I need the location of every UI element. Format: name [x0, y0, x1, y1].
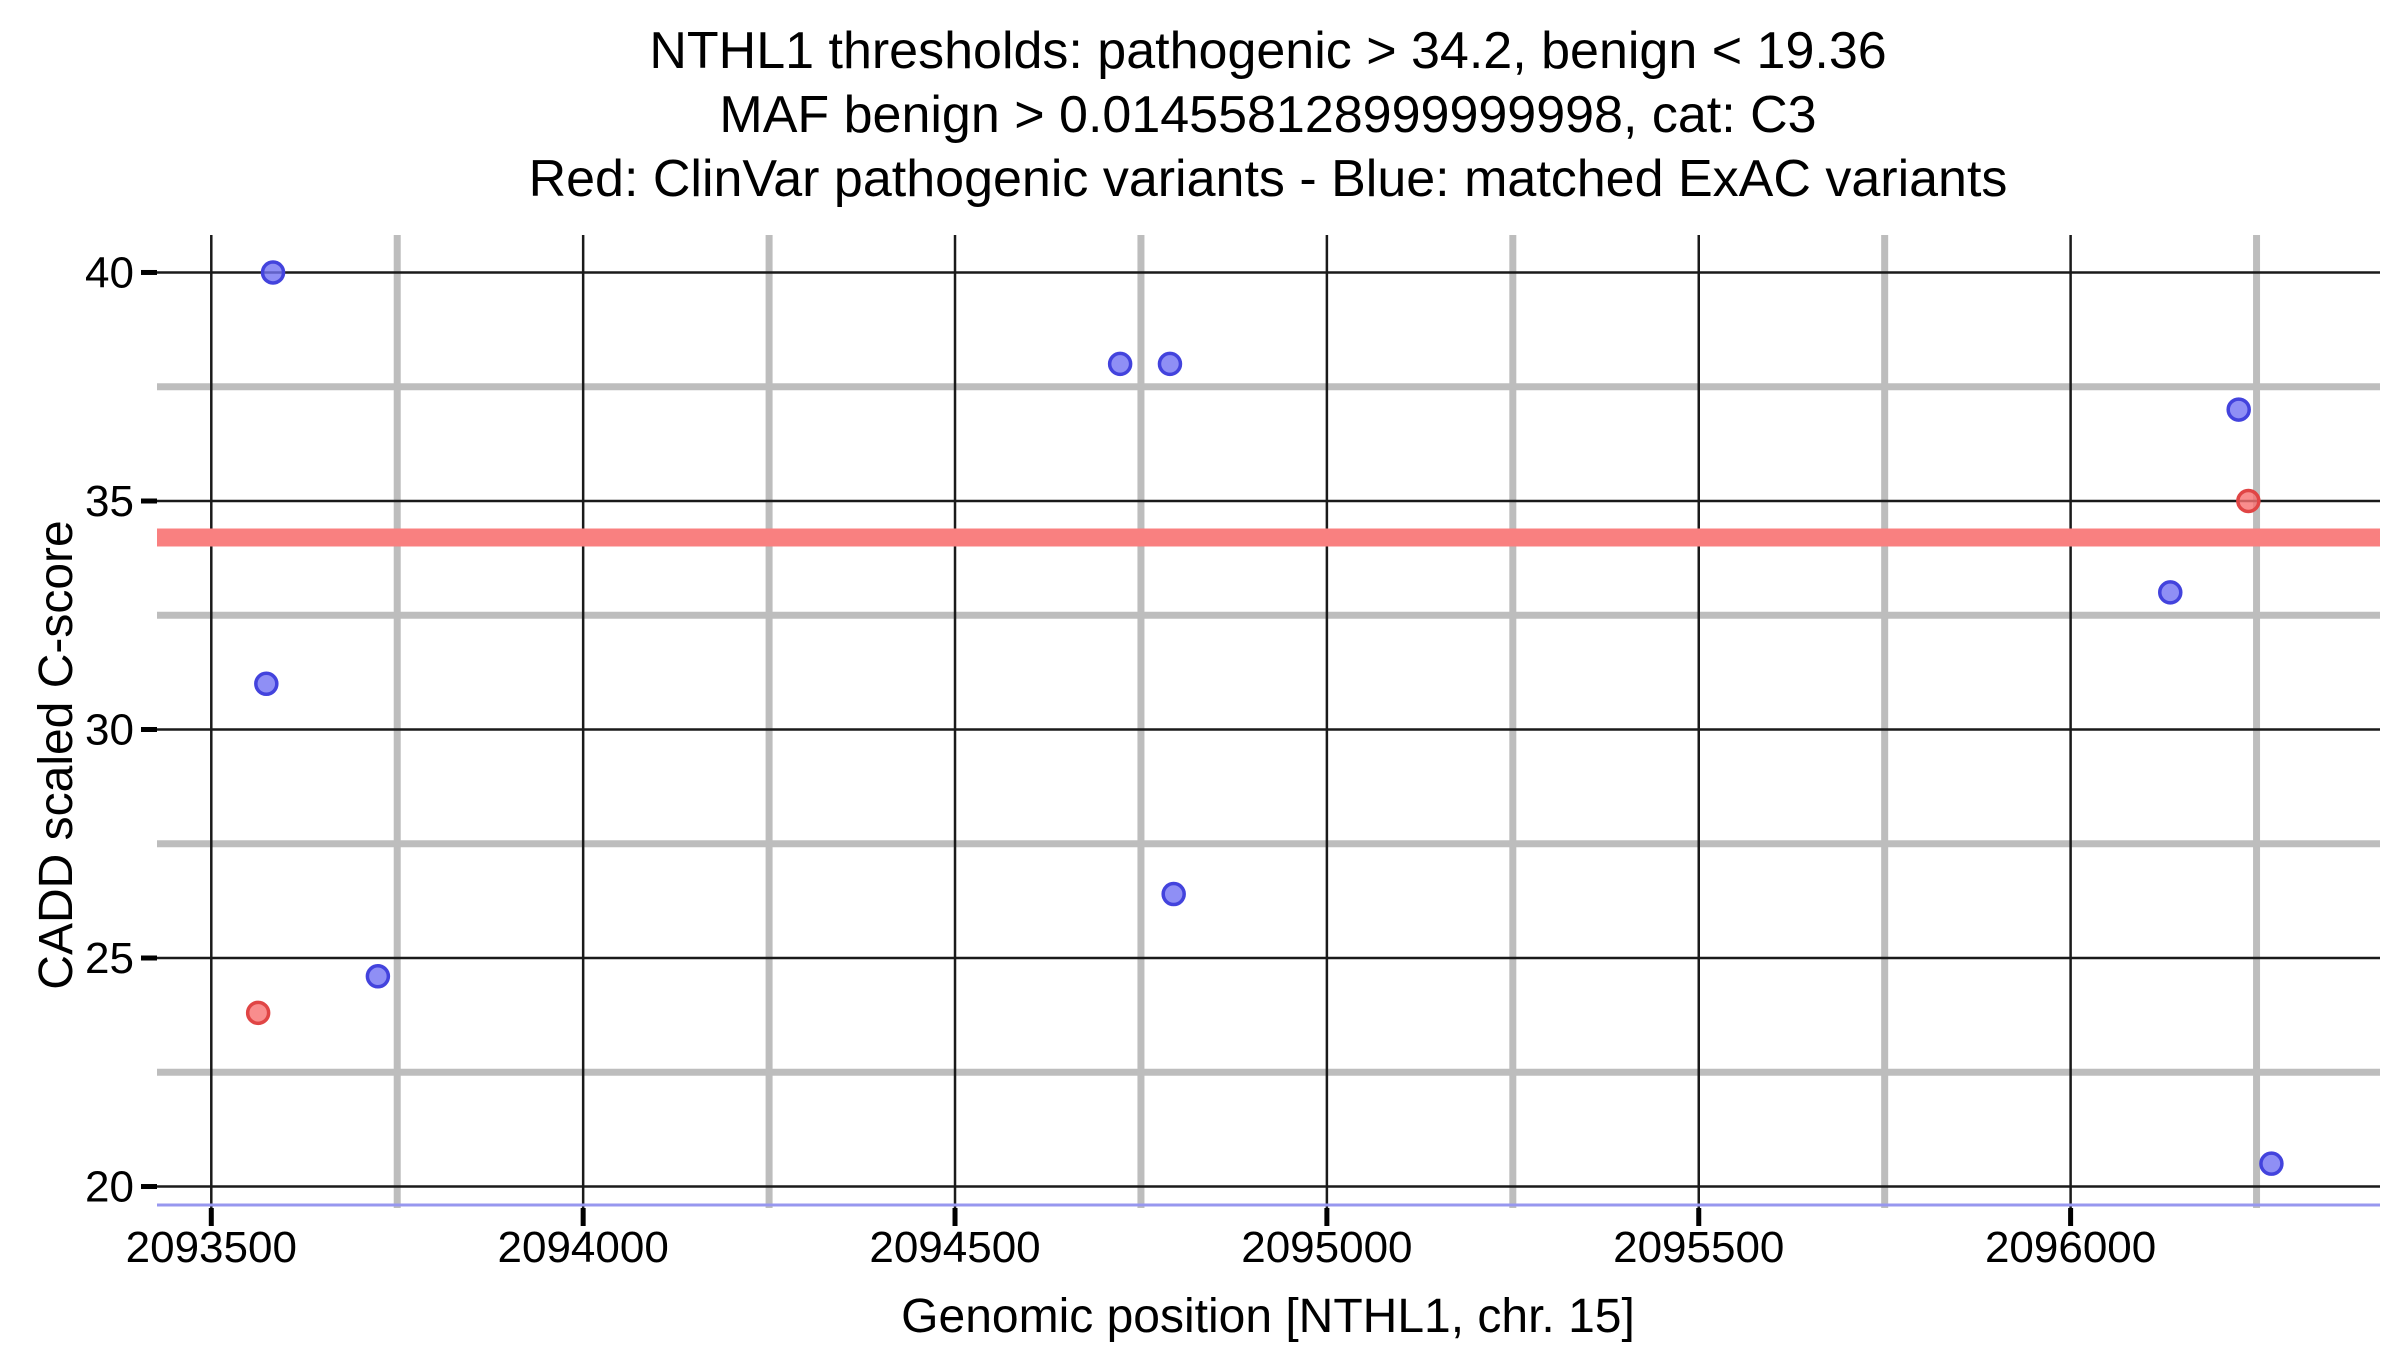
chart-title-line-2: MAF benign > 0.014558128999999998, cat: … [719, 86, 1816, 144]
data-point-exac-matched [254, 671, 279, 697]
data-point-clinvar-pathogenic [2236, 488, 2261, 514]
major-gridlines [157, 235, 2380, 1208]
x-axis-tick-label: 2094500 [869, 1223, 1040, 1272]
data-point-exac-matched [260, 260, 286, 285]
data-point-exac-matched [1161, 881, 1186, 907]
data-point-exac-matched [2226, 397, 2251, 422]
y-axis-tick-label: 35 [85, 477, 134, 526]
chart-title-line-3: Red: ClinVar pathogenic variants - Blue:… [529, 150, 2008, 208]
y-axis-title: CADD scaled C-score [30, 520, 83, 989]
threshold-lines [157, 528, 2380, 1207]
data-point-exac-matched [1157, 351, 1183, 377]
x-axis-tick-label: 2095000 [1241, 1223, 1412, 1272]
scatter-points [245, 260, 2284, 1176]
x-axis-tick-label: 2094000 [498, 1223, 669, 1272]
axis-ticks-and-labels: 2093500 2094000 2094500 2095000 2095500 20960… [85, 248, 2156, 1272]
data-point-exac-matched [2158, 580, 2183, 605]
x-axis-title: Genomic position [NTHL1, chr. 15] [901, 1290, 1635, 1343]
data-point-exac-matched [2259, 1151, 2284, 1176]
x-axis-tick-label: 2096000 [1985, 1223, 2156, 1272]
x-axis-tick-label: 2095500 [1613, 1223, 1784, 1272]
y-axis-tick-label: 40 [85, 248, 134, 297]
data-point-clinvar-pathogenic [245, 1000, 271, 1026]
minor-gridlines [157, 235, 2380, 1208]
y-axis-tick-label: 20 [85, 1163, 134, 1212]
data-point-exac-matched [365, 964, 391, 989]
y-axis-tick-label: 30 [85, 705, 134, 754]
data-point-exac-matched [1107, 351, 1133, 377]
y-axis-tick-label: 25 [85, 934, 134, 983]
x-axis-tick-label: 2093500 [126, 1223, 297, 1272]
chart-title-line-1: NTHL1 thresholds: pathogenic > 34.2, ben… [649, 22, 1886, 80]
